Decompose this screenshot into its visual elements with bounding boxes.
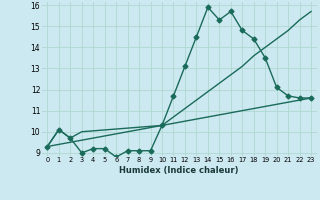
X-axis label: Humidex (Indice chaleur): Humidex (Indice chaleur) <box>119 166 239 175</box>
